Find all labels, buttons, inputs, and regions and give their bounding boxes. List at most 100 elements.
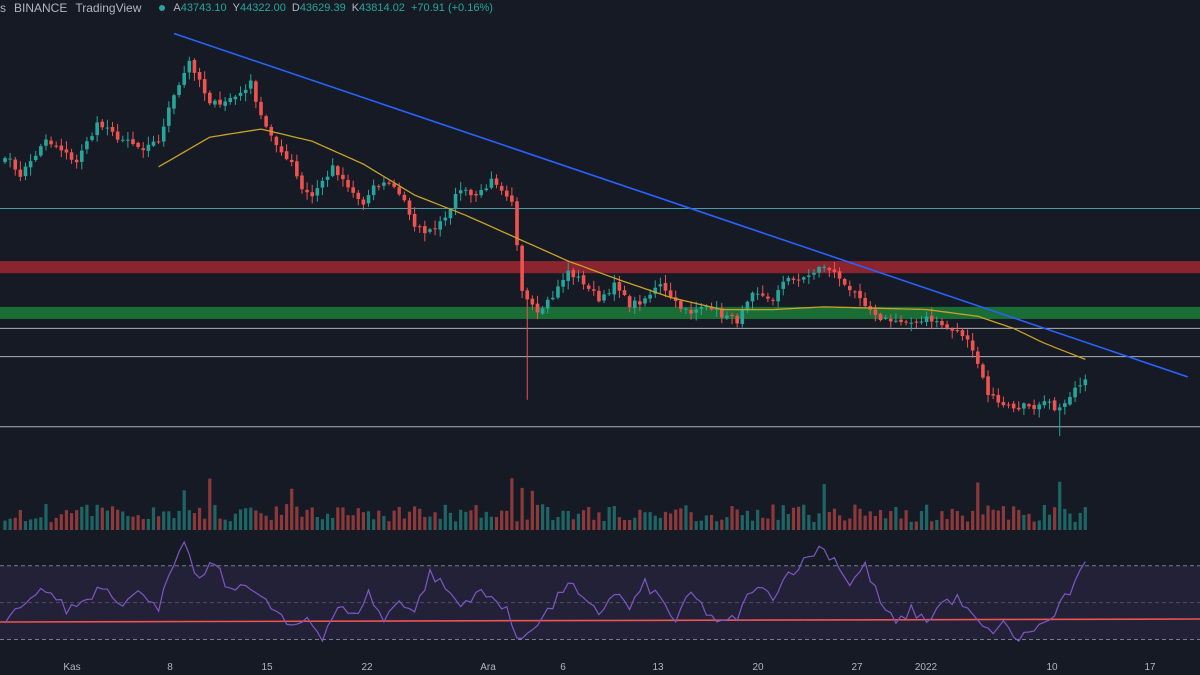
candle-body: [279, 146, 284, 153]
candle-body: [658, 284, 663, 287]
candle-body: [397, 187, 402, 195]
rsi-support-line: [0, 618, 1200, 623]
candle-body: [796, 279, 801, 281]
price-change: +70.91 (+0.16%): [410, 2, 493, 14]
volume-bar: [551, 520, 555, 530]
candle-body: [325, 176, 330, 180]
candle-body: [371, 185, 376, 195]
candle-body: [1006, 404, 1011, 406]
rsi-line: [4, 540, 1086, 643]
volume-bar: [39, 517, 43, 530]
candle-body: [131, 139, 135, 144]
candle-body: [750, 292, 755, 302]
candle-body: [894, 320, 898, 322]
volume-bar: [510, 478, 514, 530]
volume-bar: [950, 508, 954, 530]
rsi-band: [0, 565, 1200, 640]
candle-body: [469, 189, 473, 196]
candle-body: [515, 201, 519, 246]
volume-bar: [1063, 508, 1067, 530]
volume-bar: [1073, 521, 1077, 530]
volume-bar: [1027, 513, 1031, 530]
volume-bar: [249, 507, 253, 530]
volume-bar: [1053, 507, 1057, 530]
volume-bar: [505, 510, 509, 530]
volume-bar: [136, 514, 140, 530]
candle-body: [484, 188, 489, 191]
candle-body: [694, 309, 698, 313]
volume-bar: [131, 516, 135, 530]
candle-body: [126, 139, 130, 141]
x-tick-label: 6: [560, 662, 566, 673]
zone-resistance: [0, 261, 1200, 274]
volume-bar: [766, 518, 770, 530]
volume-bar: [448, 512, 453, 530]
candle-body: [161, 126, 166, 142]
volume-bar: [750, 520, 755, 530]
volume-bar: [295, 506, 299, 530]
candle-body: [233, 96, 238, 100]
volume-bar: [402, 518, 406, 530]
candle-body: [955, 330, 960, 332]
candle-body: [776, 290, 780, 302]
candle-body: [801, 277, 806, 280]
volume-bar: [945, 519, 949, 530]
candle-body: [730, 315, 734, 317]
volume-bar: [822, 484, 826, 530]
candle-body: [3, 158, 7, 163]
volume-bar: [909, 521, 913, 530]
candle-body: [940, 321, 944, 326]
volume-bar: [110, 506, 115, 530]
volume-bar: [515, 521, 519, 530]
candle-body: [996, 394, 1001, 403]
candle-body: [950, 328, 954, 331]
volume-bar: [218, 518, 222, 530]
candle-body: [643, 298, 647, 304]
volume-bar: [320, 519, 325, 530]
candle-body: [18, 169, 23, 177]
candle-body: [361, 199, 366, 205]
candle-body: [1047, 401, 1052, 403]
candle-body: [489, 178, 494, 188]
candle-body: [576, 276, 581, 278]
volume-bar: [786, 514, 790, 530]
volume-bar: [837, 515, 842, 530]
volume-bar: [587, 506, 591, 530]
volume-bar: [904, 510, 908, 530]
candle-body: [545, 299, 550, 309]
candle-body: [330, 165, 335, 176]
volume-bar: [341, 507, 345, 530]
moving-average-line: [158, 128, 1086, 361]
candle-body: [1052, 400, 1057, 411]
candle-body: [264, 116, 268, 127]
candle-body: [382, 182, 386, 186]
volume-bar: [141, 519, 145, 530]
candle-body: [878, 313, 883, 321]
candle-body: [284, 151, 289, 160]
candle-body: [786, 277, 791, 282]
candle-body: [177, 85, 181, 95]
volume-bar: [827, 511, 831, 530]
volume-bar: [285, 504, 289, 530]
candle-body: [689, 309, 693, 314]
candle-body: [632, 300, 637, 309]
volume-bar: [535, 504, 540, 530]
volume-bar: [238, 509, 243, 530]
volume-bar: [1032, 521, 1036, 530]
candle-body: [812, 272, 816, 275]
volume-bar: [715, 521, 719, 530]
volume-bar: [894, 506, 898, 530]
candle-body: [510, 195, 514, 202]
candle-body: [592, 289, 596, 291]
volume-bar: [372, 519, 376, 530]
volume-bar: [264, 515, 268, 530]
volume-bar: [940, 511, 944, 530]
ohlc-high: Y44322.00: [232, 2, 286, 14]
volume-bar: [720, 519, 724, 530]
volume-bar: [592, 519, 596, 530]
volume-bar: [776, 519, 780, 530]
candle-body: [182, 72, 186, 85]
volume-bar: [1037, 520, 1041, 530]
